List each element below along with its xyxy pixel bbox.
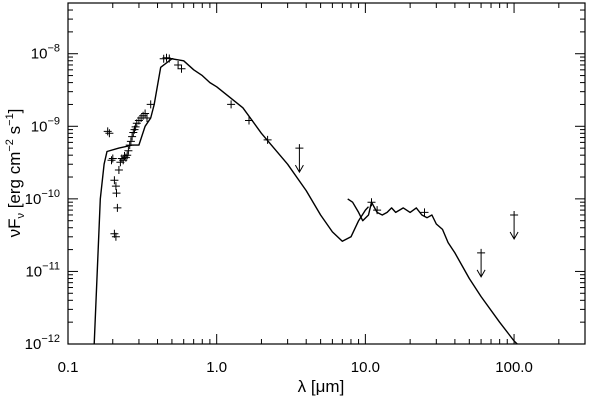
photometry-point — [141, 109, 150, 118]
photometry-point — [125, 141, 134, 150]
x-tick-label: 100.0 — [495, 359, 533, 376]
y-tick-label: 10−11 — [25, 260, 60, 280]
photometry-point — [105, 129, 114, 138]
photometry-point — [108, 154, 117, 163]
model-sed — [93, 58, 518, 345]
photometry-point — [263, 135, 272, 144]
photometry-point — [124, 146, 133, 155]
x-tick-label: 0.1 — [58, 359, 79, 376]
photometry-point — [103, 127, 112, 136]
axis-ticks — [67, 2, 586, 345]
x-tick-labels: 0.1 1.0 10.0 100.0 — [58, 359, 533, 376]
photometry-point — [113, 203, 122, 212]
photometry-point — [245, 116, 253, 125]
photometry-point — [146, 100, 155, 109]
y-axis-title: νFν [erg cm−2 s−1] — [4, 109, 27, 238]
svg-text:νFν [erg cm−2 s−1]: νFν [erg cm−2 s−1] — [4, 109, 27, 238]
x-tick-label: 10.0 — [351, 359, 380, 376]
model-curve — [347, 198, 518, 345]
photometry-point — [111, 232, 120, 241]
photometry-point — [165, 54, 174, 63]
photometry-point — [177, 64, 186, 73]
upper-limits — [294, 144, 519, 278]
photometry-point — [420, 208, 429, 217]
photometry-point — [174, 61, 183, 69]
model-curve — [93, 58, 370, 345]
photometry-point — [143, 114, 151, 122]
photometry-point — [367, 198, 376, 207]
upper-limit-marker — [509, 211, 519, 241]
photometry-point — [128, 132, 137, 141]
photometry-point — [114, 166, 123, 174]
y-tick-label: 10−10 — [25, 188, 60, 208]
photometry-point — [227, 100, 236, 109]
photometry-point — [107, 156, 116, 165]
y-tick-label: 10−9 — [31, 115, 60, 135]
plot-frame — [67, 2, 586, 345]
x-axis-title: λ [μm] — [298, 377, 345, 396]
photometry-points — [103, 53, 429, 241]
photometry-point — [110, 176, 119, 185]
y-tick-label: 10−12 — [25, 333, 60, 353]
x-tick-label: 1.0 — [206, 359, 227, 376]
photometry-point — [131, 122, 140, 131]
photometry-point — [111, 182, 120, 191]
y-tick-label: 10−8 — [31, 43, 60, 63]
upper-limit-marker — [294, 144, 304, 174]
photometry-point — [126, 137, 135, 146]
upper-limit-marker — [476, 248, 486, 278]
photometry-point — [123, 151, 132, 160]
photometry-point — [112, 189, 121, 198]
y-tick-labels: 10−12 10−11 10−10 10−9 10−8 — [25, 43, 60, 353]
photometry-point — [373, 206, 382, 215]
